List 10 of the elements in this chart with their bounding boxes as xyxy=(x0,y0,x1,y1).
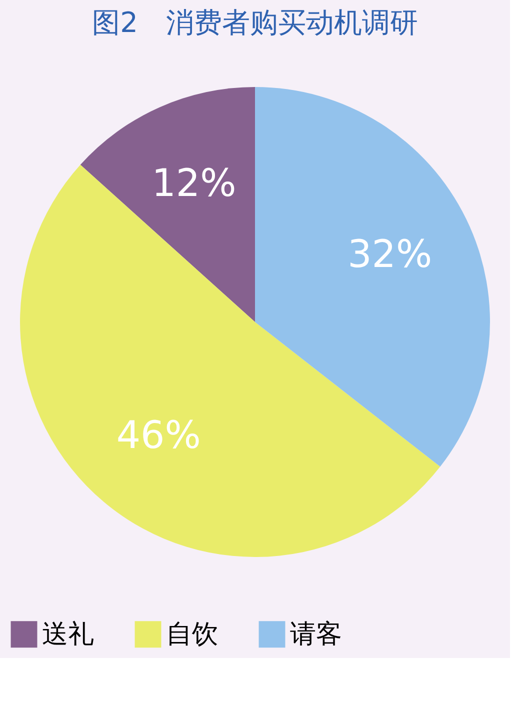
pie-slice xyxy=(20,164,440,557)
chart-title: 图2 消费者购买动机调研 xyxy=(92,6,418,39)
legend-label: 送礼 xyxy=(42,619,94,650)
data-label: 46% xyxy=(116,412,201,457)
data-label: 32% xyxy=(348,232,432,276)
data-label: 12% xyxy=(152,160,236,205)
legend-label: 请客 xyxy=(290,619,342,650)
pie-slice xyxy=(80,87,255,322)
pie-slice xyxy=(255,87,490,467)
legend-label: 自饮 xyxy=(166,619,218,650)
